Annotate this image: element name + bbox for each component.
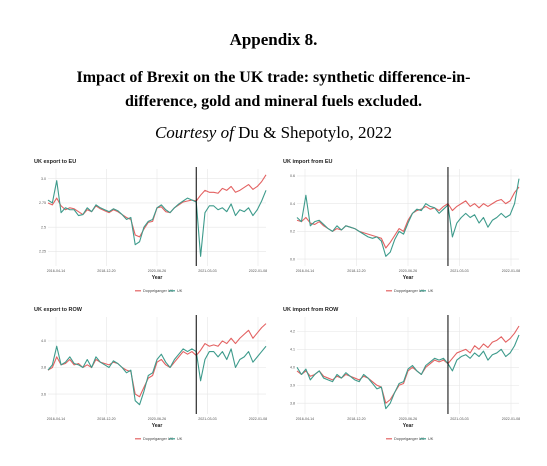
chart-uk-import-from-eu: UK import from EU 0.0 0.2 0.4 0.6 2016-04-14 2… (279, 156, 525, 298)
x-axis-label: Year (152, 275, 163, 281)
x-tick-label: 2022-01-08 (249, 269, 267, 273)
y-tick-label: 0.4 (290, 202, 295, 206)
y-tick-label: 3.8 (290, 401, 295, 405)
x-tick-label: 2022-01-08 (249, 417, 267, 421)
x-tick-label: 2021-03-03 (450, 417, 468, 421)
courtesy-authors: Du & Shepotylo, 2022 (233, 123, 393, 142)
chart-uk-export-to-eu: UK export to EU 2.25 2.5 2.75 3.0 2016-04-14 2… (30, 156, 272, 298)
x-tick-label: 2018-12-20 (347, 269, 365, 273)
legend-label-doppelganger-uk: Doppelganger UK (143, 289, 174, 293)
y-tick-label: 2.75 (39, 201, 46, 205)
x-tick-label: 2018-12-20 (97, 269, 115, 273)
x-tick-label: 2016-04-14 (296, 417, 314, 421)
y-tick-label: 3.9 (290, 383, 295, 387)
y-tick-label: 4.2 (290, 330, 295, 334)
x-tick-label: 2018-12-20 (347, 417, 365, 421)
series-line-doppelganger-uk (296, 186, 520, 249)
x-tick-label: 2020-06-26 (148, 269, 166, 273)
x-tick-label: 2018-12-20 (97, 417, 115, 421)
chart-title: UK import from EU (283, 159, 333, 165)
chart-title: UK import from ROW (283, 307, 339, 313)
x-tick-label: 2020-06-26 (399, 417, 417, 421)
y-tick-label: 0.6 (290, 174, 295, 178)
legend-label-uk: UK (428, 289, 434, 293)
y-tick-label: 4.0 (290, 365, 295, 369)
legend-label-doppelganger-uk: Doppelganger UK (394, 289, 425, 293)
figure-title: Impact of Brexit on the UK trade: synthe… (0, 66, 547, 114)
series-line-uk (47, 180, 267, 257)
courtesy-line: Courtesy of Du & Shepotylo, 2022 (0, 123, 547, 143)
x-tick-label: 2016-04-14 (47, 417, 65, 421)
chart-title: UK export to EU (34, 159, 76, 165)
legend-label-uk: UK (177, 289, 183, 293)
y-tick-label: 4.0 (41, 339, 46, 343)
y-tick-label: 4.1 (290, 348, 295, 352)
legend-label-uk: UK (177, 437, 183, 441)
x-tick-label: 2020-06-26 (148, 417, 166, 421)
x-axis-label: Year (403, 423, 414, 429)
x-axis-label: Year (152, 423, 163, 429)
x-axis-label: Year (403, 275, 414, 281)
series-line-uk (296, 178, 520, 257)
chart-svg: UK import from EU 0.0 0.2 0.4 0.6 2016-04-14 2… (283, 159, 520, 293)
chart-uk-export-to-row: UK export to ROW 3.6 3.8 4.0 2016-04-14 2018-… (30, 304, 272, 446)
x-tick-label: 2021-03-03 (198, 269, 216, 273)
chart-svg: UK export to ROW 3.6 3.8 4.0 2016-04-14 2018-… (34, 307, 267, 441)
x-tick-label: 2022-01-08 (502, 269, 520, 273)
chart-svg: UK export to EU 2.25 2.5 2.75 3.0 2016-04-14 2… (34, 159, 267, 293)
legend-label-doppelganger-uk: Doppelganger UK (143, 437, 174, 441)
y-tick-label: 3.8 (41, 366, 46, 370)
series-line-uk (47, 345, 267, 406)
legend-label-uk: UK (428, 437, 434, 441)
series-line-doppelganger-uk (47, 323, 267, 398)
chart-title: UK export to ROW (34, 307, 83, 313)
chart-uk-import-from-row: UK import from ROW 3.8 3.9 4.0 4.1 4.2 2016-04… (279, 304, 525, 446)
figure-title-line-1: Impact of Brexit on the UK trade: synthe… (76, 69, 471, 86)
y-tick-label: 2.25 (39, 250, 46, 254)
x-tick-label: 2021-03-03 (198, 417, 216, 421)
y-tick-label: 3.0 (41, 177, 46, 181)
x-tick-label: 2021-03-03 (450, 269, 468, 273)
x-tick-label: 2016-04-14 (296, 269, 314, 273)
x-tick-label: 2020-06-26 (399, 269, 417, 273)
y-tick-label: 0.0 (290, 257, 295, 261)
appendix-heading: Appendix 8. (229, 30, 318, 49)
legend-label-doppelganger-uk: Doppelganger UK (394, 437, 425, 441)
courtesy-italic: Courtesy of (154, 123, 234, 142)
series-line-uk (296, 334, 520, 410)
y-tick-label: 0.2 (290, 230, 295, 234)
y-tick-label: 3.6 (41, 392, 46, 396)
chart-svg: UK import from ROW 3.8 3.9 4.0 4.1 4.2 2016-04… (283, 307, 520, 441)
x-tick-label: 2016-04-14 (47, 269, 65, 273)
figure-title-line-2: difference, gold and mineral fuels exclu… (124, 93, 423, 110)
x-tick-label: 2022-01-08 (502, 417, 520, 421)
y-tick-label: 2.5 (41, 225, 46, 229)
